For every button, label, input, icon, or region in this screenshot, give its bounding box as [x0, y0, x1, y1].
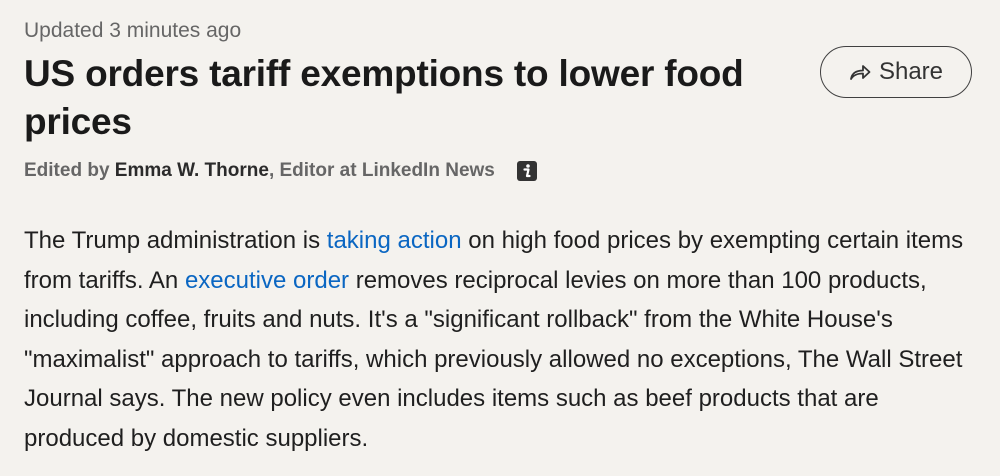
byline-suffix: , Editor at LinkedIn News — [268, 160, 495, 181]
share-arrow-icon — [850, 65, 871, 80]
share-button[interactable]: Share — [820, 46, 972, 98]
headline: US orders tariff exemptions to lower foo… — [24, 53, 744, 142]
taking-action-link[interactable]: taking action — [326, 227, 462, 254]
byline-prefix: Edited by — [24, 160, 115, 181]
body-text-part2: on high food prices by exempting certain… — [24, 227, 964, 294]
byline: Edited by Emma W. Thorne , Editor at Lin… — [24, 158, 537, 184]
info-icon[interactable] — [516, 161, 537, 181]
article-summary: The Trump administration is taking actio… — [24, 221, 984, 458]
share-label: Share — [878, 58, 944, 85]
body-text-part3: removes reciprocal levies on more than 1… — [24, 266, 963, 452]
body-text-part1: The Trump administration is — [24, 227, 327, 254]
editor-name[interactable]: Emma W. Thorne — [114, 160, 269, 181]
executive-order-link[interactable]: executive order — [184, 266, 350, 294]
updated-timestamp: Updated 3 minutes ago — [24, 19, 242, 42]
